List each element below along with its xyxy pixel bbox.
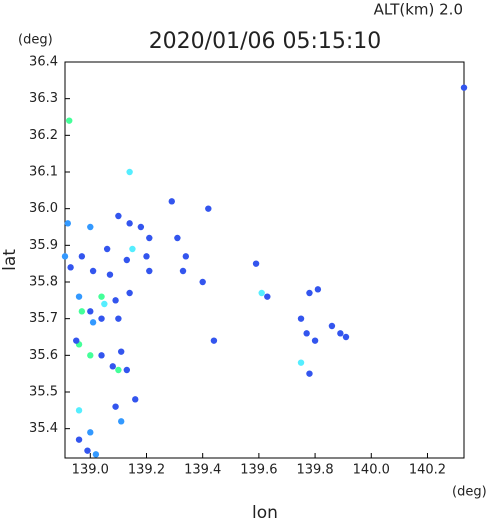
echo-cell <box>337 330 344 337</box>
altitude-label: ALT(km) 2.0 <box>374 1 463 19</box>
y-tick-label: 36.0 <box>29 201 58 216</box>
y-tick-label: 35.7 <box>29 311 58 326</box>
x-tick-label: 139.0 <box>72 463 109 478</box>
echo-cell <box>64 220 72 227</box>
echo-cell <box>311 337 319 344</box>
echo-cell <box>205 205 212 212</box>
x-tick-label: 139.8 <box>296 463 333 478</box>
echo-cell <box>103 245 111 253</box>
echo-cell <box>98 315 105 322</box>
y-tick-label: 35.6 <box>29 348 58 363</box>
echo-cell <box>328 322 336 330</box>
echo-cell <box>84 447 91 454</box>
x-tick-label: 140.2 <box>409 463 446 478</box>
echo-cell <box>264 293 271 300</box>
echo-cell <box>87 352 94 359</box>
echo-cell <box>112 403 119 410</box>
echo-cell <box>129 245 136 253</box>
echo-cell <box>126 220 133 227</box>
y-tick-label: 36.4 <box>29 55 58 70</box>
echo-cell <box>89 319 97 326</box>
y-axis-label: lat <box>0 249 20 271</box>
echo-cell <box>115 315 122 322</box>
echo-cell <box>106 271 114 278</box>
echo-cell <box>78 308 86 315</box>
echo-cell <box>146 267 153 275</box>
echo-cell <box>123 366 131 374</box>
plot-frame <box>64 61 465 459</box>
echo-cell <box>174 234 181 242</box>
echo-cell <box>460 84 468 91</box>
echo-cell <box>132 396 139 403</box>
y-tick-label: 36.1 <box>29 165 58 180</box>
echo-cell <box>210 337 218 344</box>
echo-cell <box>75 407 83 414</box>
chart-title: 2020/01/06 05:15:10 <box>149 29 382 54</box>
echo-cell <box>87 308 94 315</box>
echo-cell <box>143 253 150 260</box>
echo-cell <box>61 253 69 260</box>
echo-cell <box>115 366 122 374</box>
echo-cell <box>78 253 86 260</box>
x-tick-label: 139.2 <box>128 463 165 478</box>
echo-cell <box>303 330 310 337</box>
echo-cell <box>168 198 175 205</box>
echo-cell <box>297 315 305 322</box>
x-tick-label: 139.6 <box>240 463 277 478</box>
x-tick-label: 139.4 <box>184 463 221 478</box>
echo-cell <box>252 260 260 267</box>
echo-cell <box>89 267 97 275</box>
echo-cell <box>75 436 83 443</box>
echo-cell <box>67 264 74 271</box>
echo-cell <box>126 168 133 176</box>
echo-cell <box>117 348 125 355</box>
echo-cell <box>98 293 105 300</box>
y-tick-label: 35.9 <box>29 238 58 253</box>
y-tick-label: 35.8 <box>29 275 58 290</box>
echo-cell <box>258 289 265 297</box>
x-tick-label: 140.0 <box>353 463 390 478</box>
echo-cell <box>182 253 190 260</box>
y-unit: (deg) <box>18 33 53 48</box>
echo-cell <box>199 278 206 286</box>
echo-cell <box>314 286 322 293</box>
y-tick-label: 36.2 <box>29 128 58 143</box>
echo-cell <box>87 223 94 231</box>
echo-cell <box>342 333 350 341</box>
echo-cell <box>306 289 313 297</box>
echo-cell <box>112 297 119 304</box>
echo-cell <box>117 418 125 425</box>
echo-cell <box>146 234 153 242</box>
y-tick-label: 35.5 <box>29 385 58 400</box>
echo-cell <box>115 212 122 220</box>
x-axis-label: lon <box>252 503 278 521</box>
echo-cell <box>92 451 100 458</box>
x-unit: (deg) <box>452 485 487 500</box>
echo-cell <box>109 363 116 370</box>
echo-cell <box>66 117 73 124</box>
echo-cell <box>123 256 131 264</box>
echo-cell <box>297 359 305 366</box>
echo-cell <box>126 289 133 297</box>
echo-cell <box>73 337 80 344</box>
echo-cell <box>137 223 145 231</box>
echo-cell <box>75 293 83 300</box>
echo-cell <box>306 370 313 377</box>
y-tick-label: 36.3 <box>29 91 58 106</box>
echo-cell <box>179 267 187 275</box>
echo-cell <box>98 352 105 359</box>
y-tick-label: 35.4 <box>29 421 58 436</box>
echo-cell <box>101 300 108 308</box>
echo-cell <box>87 429 94 436</box>
